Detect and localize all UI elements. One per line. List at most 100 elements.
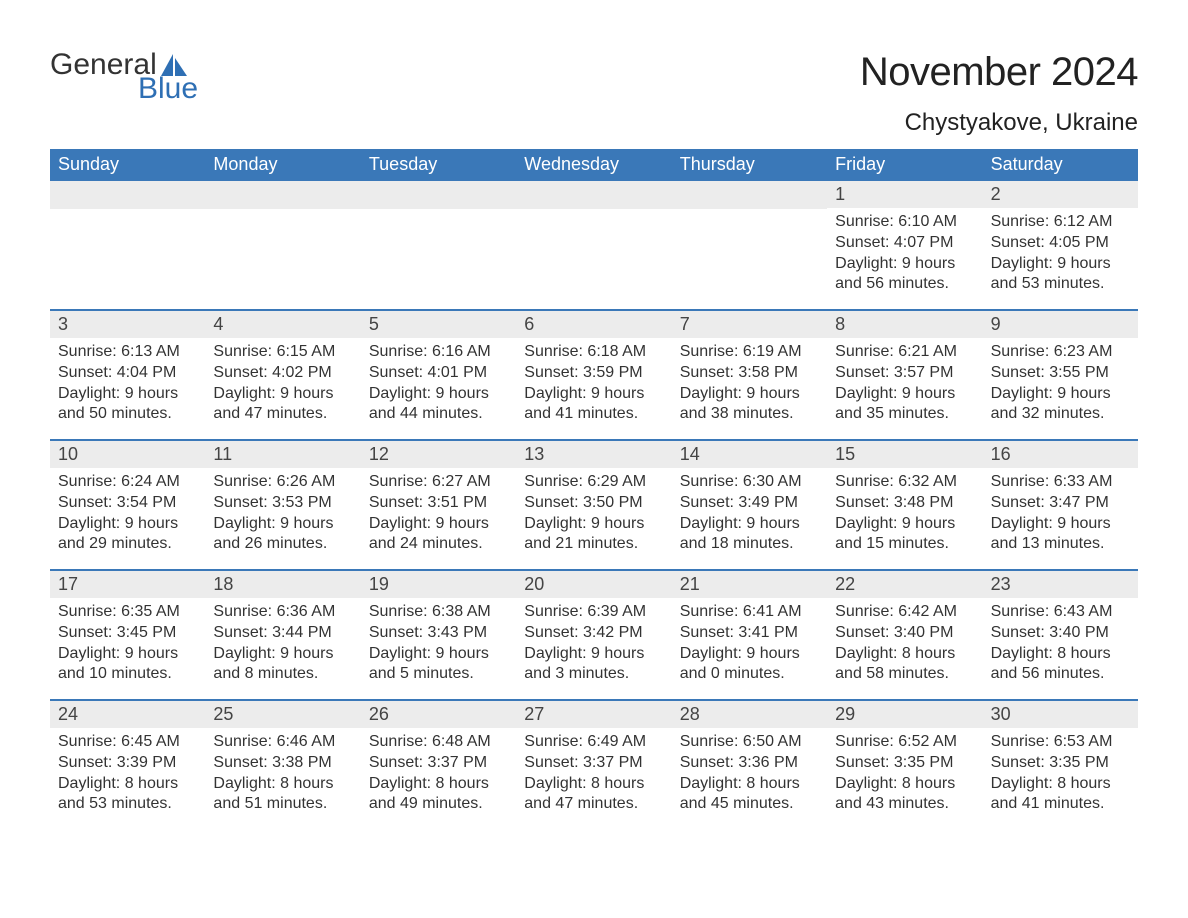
daylight-line-1: Daylight: 8 hours	[213, 774, 352, 795]
sunset-line: Sunset: 4:01 PM	[369, 363, 508, 384]
daylight-line-2: and 10 minutes.	[58, 664, 197, 685]
day-number-bar: 21	[672, 571, 827, 598]
sunset-line: Sunset: 4:04 PM	[58, 363, 197, 384]
daylight-line-2: and 32 minutes.	[991, 404, 1130, 425]
day-body: Sunrise: 6:49 AMSunset: 3:37 PMDaylight:…	[516, 728, 671, 815]
daylight-line-1: Daylight: 9 hours	[213, 514, 352, 535]
sunset-line: Sunset: 3:45 PM	[58, 623, 197, 644]
daylight-line-1: Daylight: 9 hours	[835, 384, 974, 405]
day-number-bar: 18	[205, 571, 360, 598]
daylight-line-2: and 44 minutes.	[369, 404, 508, 425]
sunset-line: Sunset: 3:48 PM	[835, 493, 974, 514]
day-body: Sunrise: 6:30 AMSunset: 3:49 PMDaylight:…	[672, 468, 827, 555]
daylight-line-1: Daylight: 8 hours	[991, 774, 1130, 795]
daylight-line-1: Daylight: 8 hours	[991, 644, 1130, 665]
daylight-line-2: and 53 minutes.	[58, 794, 197, 815]
daylight-line-1: Daylight: 9 hours	[369, 384, 508, 405]
daylight-line-2: and 3 minutes.	[524, 664, 663, 685]
sunset-line: Sunset: 3:37 PM	[369, 753, 508, 774]
day-cell: 24Sunrise: 6:45 AMSunset: 3:39 PMDayligh…	[50, 701, 205, 829]
day-cell: 8Sunrise: 6:21 AMSunset: 3:57 PMDaylight…	[827, 311, 982, 439]
sunrise-line: Sunrise: 6:39 AM	[524, 602, 663, 623]
sunrise-line: Sunrise: 6:29 AM	[524, 472, 663, 493]
week-row: 10Sunrise: 6:24 AMSunset: 3:54 PMDayligh…	[50, 439, 1138, 569]
daylight-line-1: Daylight: 9 hours	[213, 384, 352, 405]
sunrise-line: Sunrise: 6:52 AM	[835, 732, 974, 753]
daylight-line-1: Daylight: 9 hours	[524, 514, 663, 535]
day-cell: 7Sunrise: 6:19 AMSunset: 3:58 PMDaylight…	[672, 311, 827, 439]
day-cell	[672, 181, 827, 309]
daylight-line-1: Daylight: 9 hours	[680, 384, 819, 405]
day-number-bar: 11	[205, 441, 360, 468]
sunrise-line: Sunrise: 6:16 AM	[369, 342, 508, 363]
daylight-line-2: and 13 minutes.	[991, 534, 1130, 555]
sunset-line: Sunset: 3:43 PM	[369, 623, 508, 644]
day-number-bar: 9	[983, 311, 1138, 338]
day-body: Sunrise: 6:18 AMSunset: 3:59 PMDaylight:…	[516, 338, 671, 425]
day-cell: 11Sunrise: 6:26 AMSunset: 3:53 PMDayligh…	[205, 441, 360, 569]
daylight-line-2: and 41 minutes.	[524, 404, 663, 425]
sunset-line: Sunset: 3:50 PM	[524, 493, 663, 514]
day-cell: 12Sunrise: 6:27 AMSunset: 3:51 PMDayligh…	[361, 441, 516, 569]
day-cell: 22Sunrise: 6:42 AMSunset: 3:40 PMDayligh…	[827, 571, 982, 699]
day-number-bar: 4	[205, 311, 360, 338]
week-row: 24Sunrise: 6:45 AMSunset: 3:39 PMDayligh…	[50, 699, 1138, 829]
daylight-line-2: and 49 minutes.	[369, 794, 508, 815]
day-cell: 21Sunrise: 6:41 AMSunset: 3:41 PMDayligh…	[672, 571, 827, 699]
sunset-line: Sunset: 3:35 PM	[991, 753, 1130, 774]
day-cell: 26Sunrise: 6:48 AMSunset: 3:37 PMDayligh…	[361, 701, 516, 829]
sunset-line: Sunset: 3:53 PM	[213, 493, 352, 514]
daylight-line-1: Daylight: 8 hours	[369, 774, 508, 795]
day-number-bar	[205, 181, 360, 209]
dow-row: SundayMondayTuesdayWednesdayThursdayFrid…	[50, 149, 1138, 181]
daylight-line-1: Daylight: 9 hours	[58, 644, 197, 665]
day-number-bar: 7	[672, 311, 827, 338]
sunset-line: Sunset: 3:40 PM	[835, 623, 974, 644]
sunset-line: Sunset: 3:36 PM	[680, 753, 819, 774]
day-body: Sunrise: 6:23 AMSunset: 3:55 PMDaylight:…	[983, 338, 1138, 425]
sunrise-line: Sunrise: 6:46 AM	[213, 732, 352, 753]
daylight-line-1: Daylight: 9 hours	[991, 384, 1130, 405]
day-cell: 3Sunrise: 6:13 AMSunset: 4:04 PMDaylight…	[50, 311, 205, 439]
day-cell: 15Sunrise: 6:32 AMSunset: 3:48 PMDayligh…	[827, 441, 982, 569]
daylight-line-1: Daylight: 9 hours	[369, 514, 508, 535]
day-body: Sunrise: 6:16 AMSunset: 4:01 PMDaylight:…	[361, 338, 516, 425]
day-body: Sunrise: 6:43 AMSunset: 3:40 PMDaylight:…	[983, 598, 1138, 685]
day-body: Sunrise: 6:27 AMSunset: 3:51 PMDaylight:…	[361, 468, 516, 555]
day-body: Sunrise: 6:32 AMSunset: 3:48 PMDaylight:…	[827, 468, 982, 555]
day-number-bar: 16	[983, 441, 1138, 468]
daylight-line-2: and 58 minutes.	[835, 664, 974, 685]
daylight-line-1: Daylight: 9 hours	[213, 644, 352, 665]
day-cell	[50, 181, 205, 309]
sunrise-line: Sunrise: 6:35 AM	[58, 602, 197, 623]
day-number-bar: 6	[516, 311, 671, 338]
sunset-line: Sunset: 3:44 PM	[213, 623, 352, 644]
daylight-line-1: Daylight: 9 hours	[524, 384, 663, 405]
day-cell: 2Sunrise: 6:12 AMSunset: 4:05 PMDaylight…	[983, 181, 1138, 309]
daylight-line-2: and 38 minutes.	[680, 404, 819, 425]
day-number-bar: 19	[361, 571, 516, 598]
title-block: November 2024 Chystyakove, Ukraine	[860, 50, 1138, 137]
week-row: 17Sunrise: 6:35 AMSunset: 3:45 PMDayligh…	[50, 569, 1138, 699]
sunrise-line: Sunrise: 6:21 AM	[835, 342, 974, 363]
sunset-line: Sunset: 3:57 PM	[835, 363, 974, 384]
sunset-line: Sunset: 3:51 PM	[369, 493, 508, 514]
sunset-line: Sunset: 4:05 PM	[991, 233, 1130, 254]
dow-cell: Monday	[205, 149, 360, 181]
daylight-line-1: Daylight: 8 hours	[58, 774, 197, 795]
day-body: Sunrise: 6:33 AMSunset: 3:47 PMDaylight:…	[983, 468, 1138, 555]
day-number-bar: 20	[516, 571, 671, 598]
daylight-line-1: Daylight: 9 hours	[369, 644, 508, 665]
sunrise-line: Sunrise: 6:49 AM	[524, 732, 663, 753]
day-cell: 10Sunrise: 6:24 AMSunset: 3:54 PMDayligh…	[50, 441, 205, 569]
day-body: Sunrise: 6:42 AMSunset: 3:40 PMDaylight:…	[827, 598, 982, 685]
sunset-line: Sunset: 3:59 PM	[524, 363, 663, 384]
daylight-line-2: and 47 minutes.	[524, 794, 663, 815]
day-cell: 9Sunrise: 6:23 AMSunset: 3:55 PMDaylight…	[983, 311, 1138, 439]
daylight-line-1: Daylight: 8 hours	[835, 644, 974, 665]
daylight-line-1: Daylight: 9 hours	[680, 514, 819, 535]
daylight-line-1: Daylight: 9 hours	[58, 384, 197, 405]
day-cell: 13Sunrise: 6:29 AMSunset: 3:50 PMDayligh…	[516, 441, 671, 569]
sunset-line: Sunset: 3:39 PM	[58, 753, 197, 774]
day-cell: 25Sunrise: 6:46 AMSunset: 3:38 PMDayligh…	[205, 701, 360, 829]
